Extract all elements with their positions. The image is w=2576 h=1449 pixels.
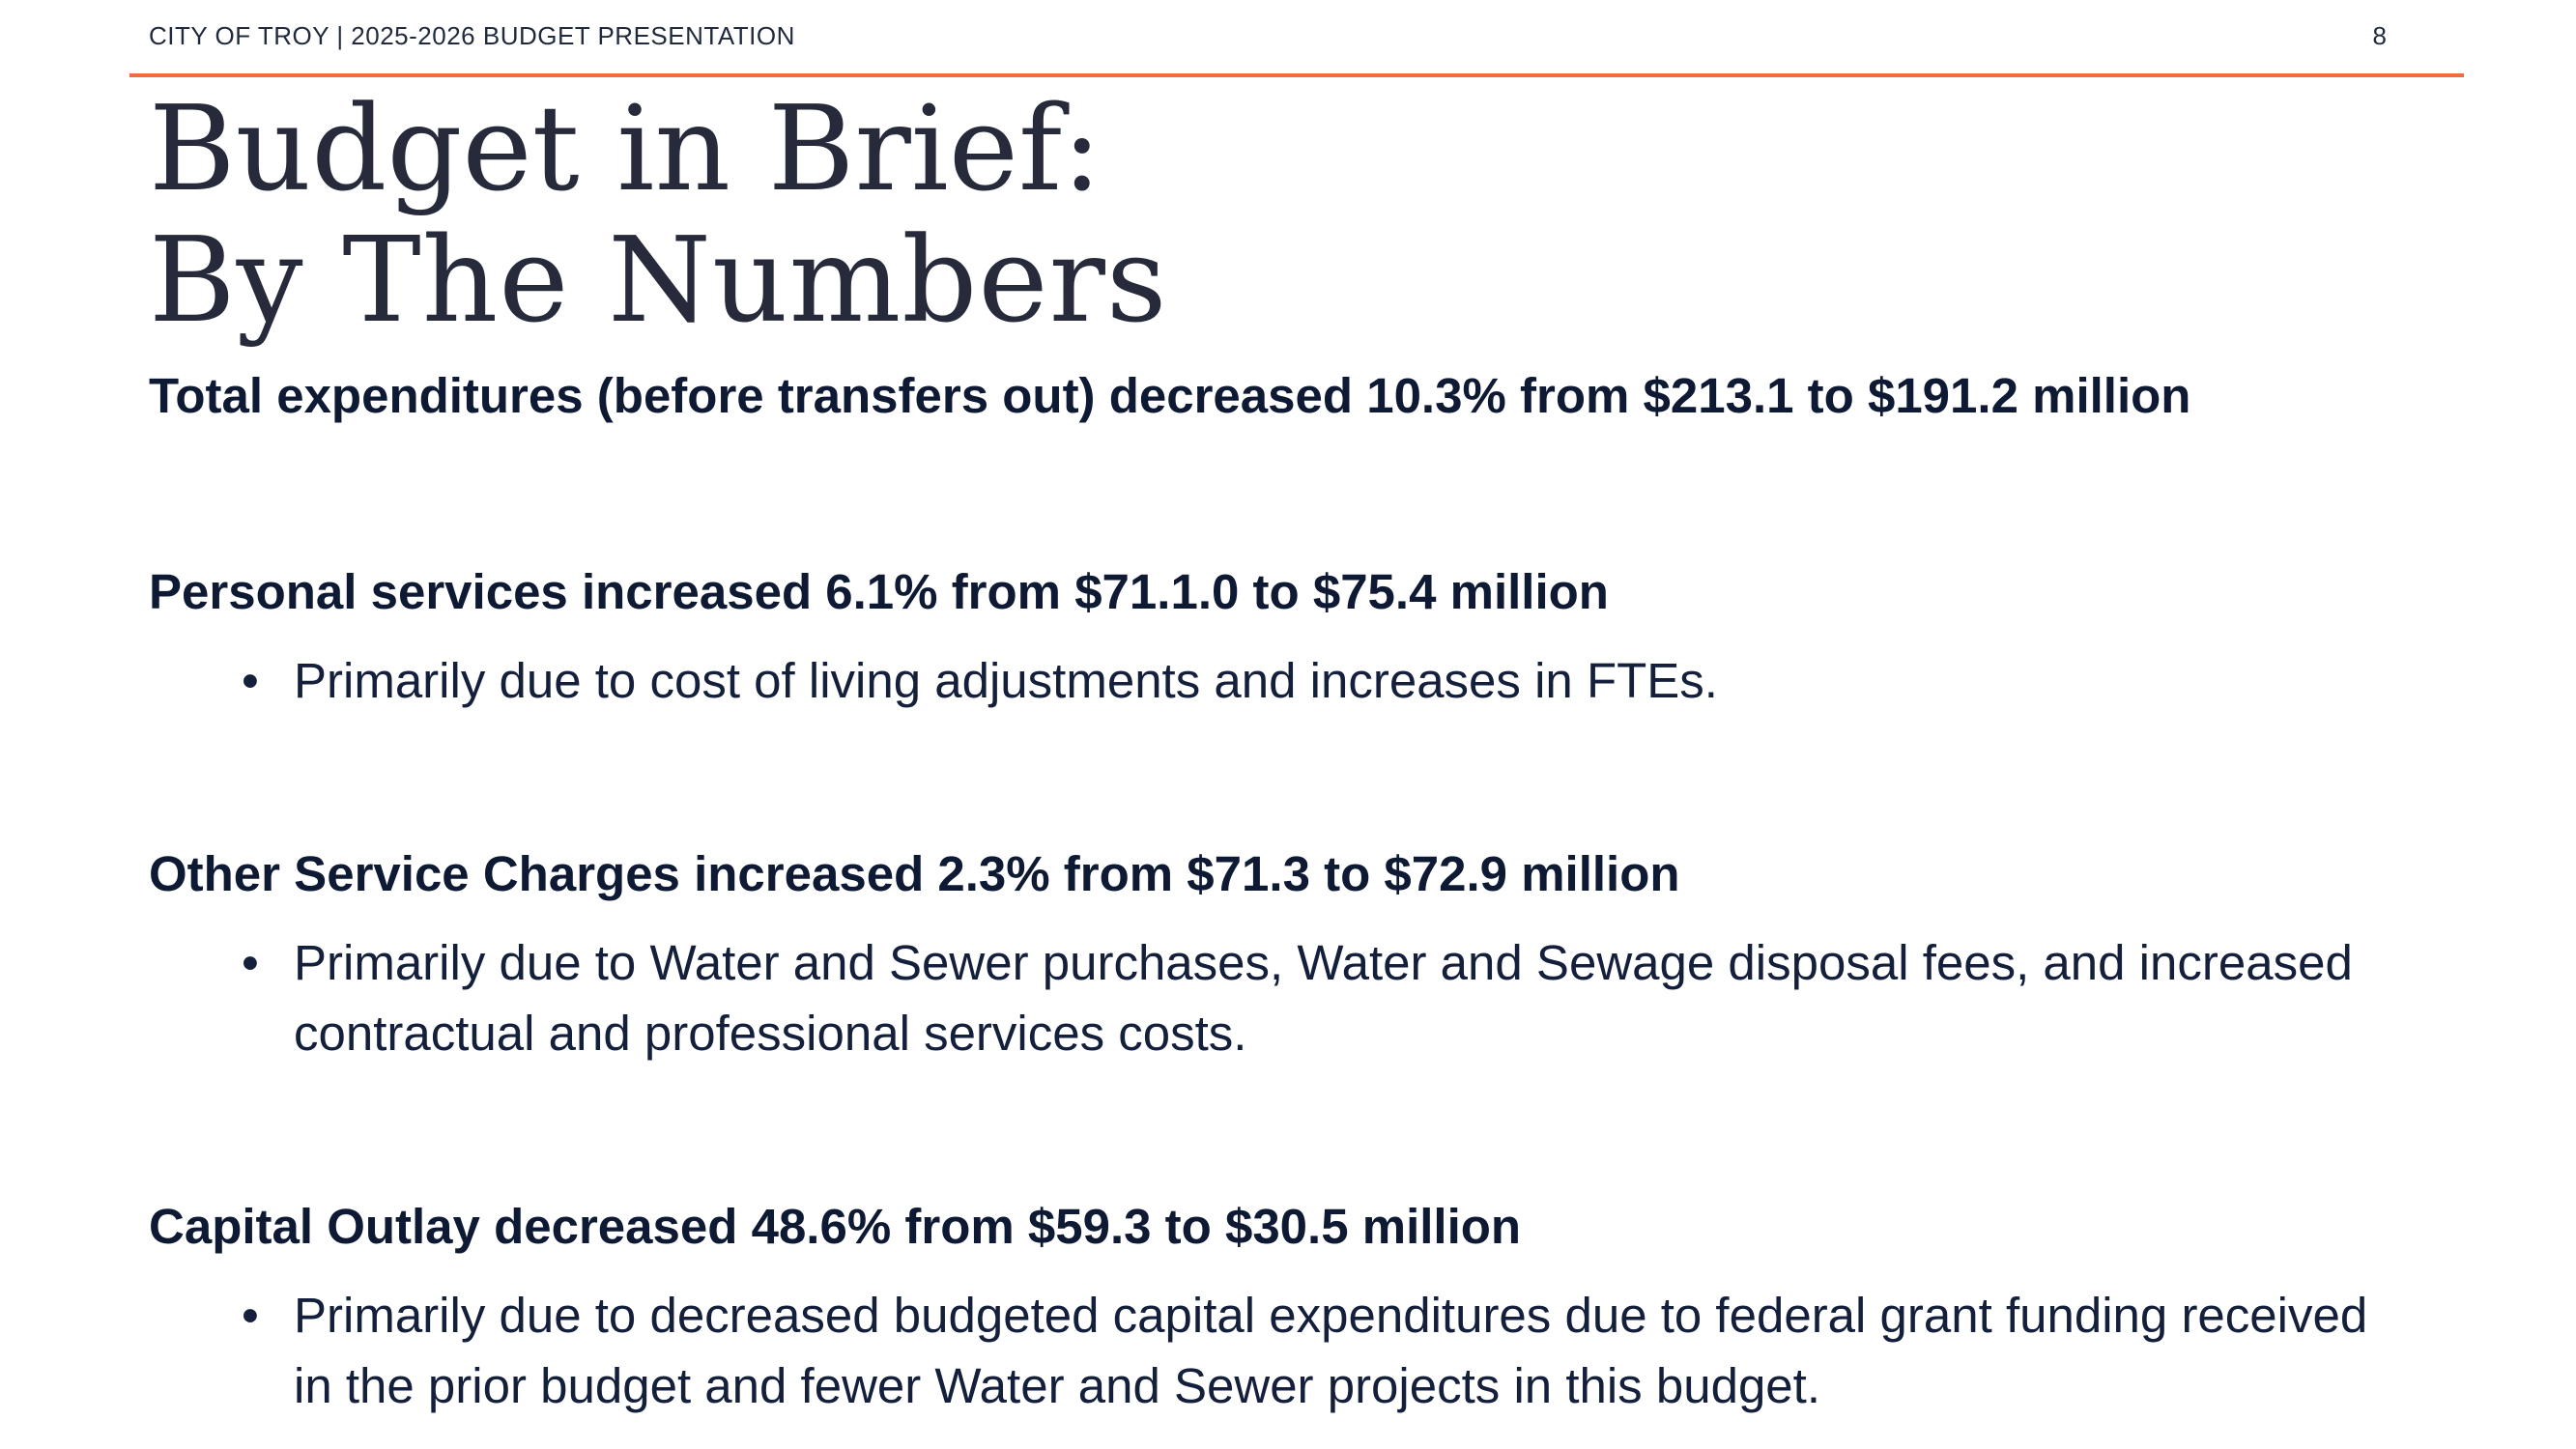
- page-number: 8: [2372, 21, 2387, 50]
- section-heading-other-service-charges: Other Service Charges increased 2.3% fro…: [149, 846, 1680, 901]
- bullet-text: Primarily due to decreased budgeted capi…: [294, 1288, 2368, 1413]
- section-heading-personal-services: Personal services increased 6.1% from $7…: [149, 564, 1609, 619]
- section-heading-total-expenditures: Total expenditures (before transfers out…: [149, 368, 2191, 423]
- bullet-item-capital-outlay: • Primarily due to decreased budgeted ca…: [242, 1280, 2396, 1421]
- bullet-icon: •: [242, 1288, 259, 1343]
- header-title: CITY OF TROY | 2025-2026 BUDGET PRESENTA…: [149, 21, 795, 50]
- bullet-icon: •: [242, 653, 259, 708]
- bullet-item-other-service-charges: • Primarily due to Water and Sewer purch…: [242, 927, 2396, 1068]
- slide-title-line-1: Budget in Brief:: [149, 80, 1102, 217]
- header-divider: [129, 73, 2464, 77]
- slide-title-line-2: By The Numbers: [149, 212, 1168, 349]
- bullet-icon: •: [242, 935, 259, 990]
- bullet-text: Primarily due to cost of living adjustme…: [294, 653, 1718, 708]
- slide-title: Budget in Brief: By The Numbers: [149, 83, 1168, 346]
- section-heading-capital-outlay: Capital Outlay decreased 48.6% from $59.…: [149, 1199, 1522, 1254]
- bullet-text: Primarily due to Water and Sewer purchas…: [294, 935, 2353, 1061]
- bullet-item-personal-services: • Primarily due to cost of living adjust…: [242, 645, 2396, 716]
